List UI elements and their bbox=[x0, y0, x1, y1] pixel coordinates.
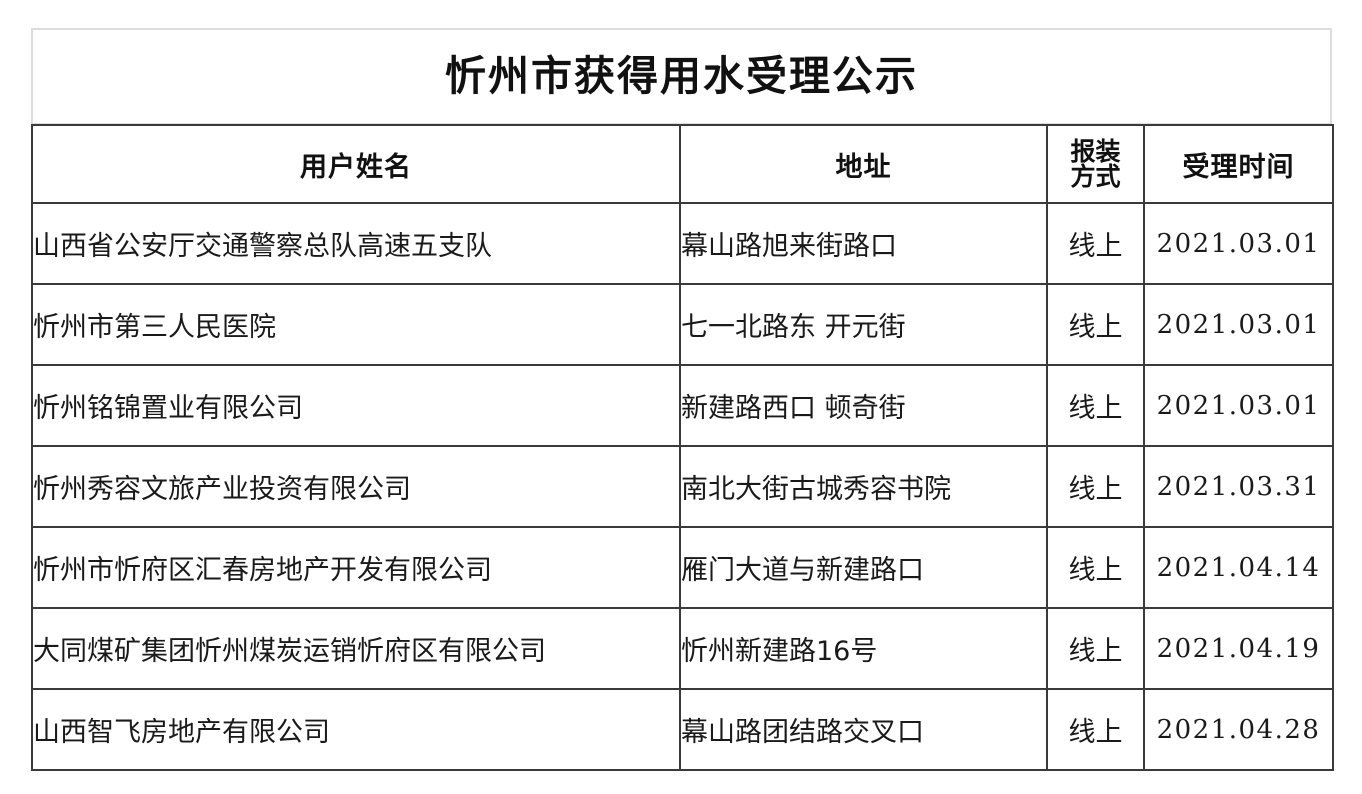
page-title: 忻州市获得用水受理公示 bbox=[445, 52, 918, 100]
cell-user-name: 忻州市忻府区汇春房地产开发有限公司 bbox=[31, 526, 681, 609]
table-row: 大同煤矿集团忻州煤炭运销忻府区有限公司 忻州新建路16号 线上 2021.04.… bbox=[31, 607, 1334, 690]
cell-application-mode: 线上 bbox=[1046, 688, 1145, 771]
cell-address: 雁门大道与新建路口 bbox=[679, 526, 1048, 609]
cell-accept-time: 2021.04.28 bbox=[1143, 688, 1334, 771]
table-row: 忻州市第三人民医院 七一北路东 开元街 线上 2021.03.01 bbox=[31, 283, 1334, 366]
cell-application-mode: 线上 bbox=[1046, 283, 1145, 366]
table-row: 忻州铭锦置业有限公司 新建路西口 顿奇街 线上 2021.03.01 bbox=[31, 364, 1334, 447]
cell-user-name: 忻州秀容文旅产业投资有限公司 bbox=[31, 445, 681, 528]
column-header-application-mode-line1: 报装 bbox=[1070, 136, 1121, 166]
public-notice-table: 用户姓名 地址 报装 方式 受理时间 山西省公安厅交通警察总队高速五支队 幕山路… bbox=[31, 124, 1334, 771]
cell-address: 南北大街古城秀容书院 bbox=[679, 445, 1048, 528]
table-row: 山西智飞房地产有限公司 幕山路团结路交叉口 线上 2021.04.28 bbox=[31, 688, 1334, 771]
table-row: 山西省公安厅交通警察总队高速五支队 幕山路旭来街路口 线上 2021.03.01 bbox=[31, 202, 1334, 285]
cell-accept-time: 2021.03.01 bbox=[1143, 202, 1334, 285]
table-body: 山西省公安厅交通警察总队高速五支队 幕山路旭来街路口 线上 2021.03.01… bbox=[31, 202, 1334, 771]
table-row: 忻州市忻府区汇春房地产开发有限公司 雁门大道与新建路口 线上 2021.04.1… bbox=[31, 526, 1334, 609]
cell-application-mode: 线上 bbox=[1046, 607, 1145, 690]
cell-user-name: 山西省公安厅交通警察总队高速五支队 bbox=[31, 202, 681, 285]
cell-address: 幕山路旭来街路口 bbox=[679, 202, 1048, 285]
column-header-accept-time: 受理时间 bbox=[1143, 124, 1334, 204]
cell-user-name: 大同煤矿集团忻州煤炭运销忻府区有限公司 bbox=[31, 607, 681, 690]
cell-application-mode: 线上 bbox=[1046, 526, 1145, 609]
column-header-application-mode-line2: 方式 bbox=[1070, 162, 1121, 191]
cell-application-mode: 线上 bbox=[1046, 445, 1145, 528]
title-banner: 忻州市获得用水受理公示 bbox=[31, 28, 1332, 125]
cell-user-name: 山西智飞房地产有限公司 bbox=[31, 688, 681, 771]
cell-accept-time: 2021.03.01 bbox=[1143, 364, 1334, 447]
column-header-user-name: 用户姓名 bbox=[31, 124, 681, 204]
cell-user-name: 忻州市第三人民医院 bbox=[31, 283, 681, 366]
cell-address: 新建路西口 顿奇街 bbox=[679, 364, 1048, 447]
cell-application-mode: 线上 bbox=[1046, 202, 1145, 285]
cell-accept-time: 2021.03.01 bbox=[1143, 283, 1334, 366]
cell-address: 忻州新建路16号 bbox=[679, 607, 1048, 690]
column-header-application-mode: 报装 方式 bbox=[1046, 124, 1145, 204]
cell-accept-time: 2021.04.19 bbox=[1143, 607, 1334, 690]
cell-address: 幕山路团结路交叉口 bbox=[679, 688, 1048, 771]
cell-address: 七一北路东 开元街 bbox=[679, 283, 1048, 366]
table-header-row: 用户姓名 地址 报装 方式 受理时间 bbox=[31, 124, 1334, 204]
cell-user-name: 忻州铭锦置业有限公司 bbox=[31, 364, 681, 447]
cell-accept-time: 2021.03.31 bbox=[1143, 445, 1334, 528]
cell-application-mode: 线上 bbox=[1046, 364, 1145, 447]
column-header-address: 地址 bbox=[679, 124, 1048, 204]
table-row: 忻州秀容文旅产业投资有限公司 南北大街古城秀容书院 线上 2021.03.31 bbox=[31, 445, 1334, 528]
cell-accept-time: 2021.04.14 bbox=[1143, 526, 1334, 609]
